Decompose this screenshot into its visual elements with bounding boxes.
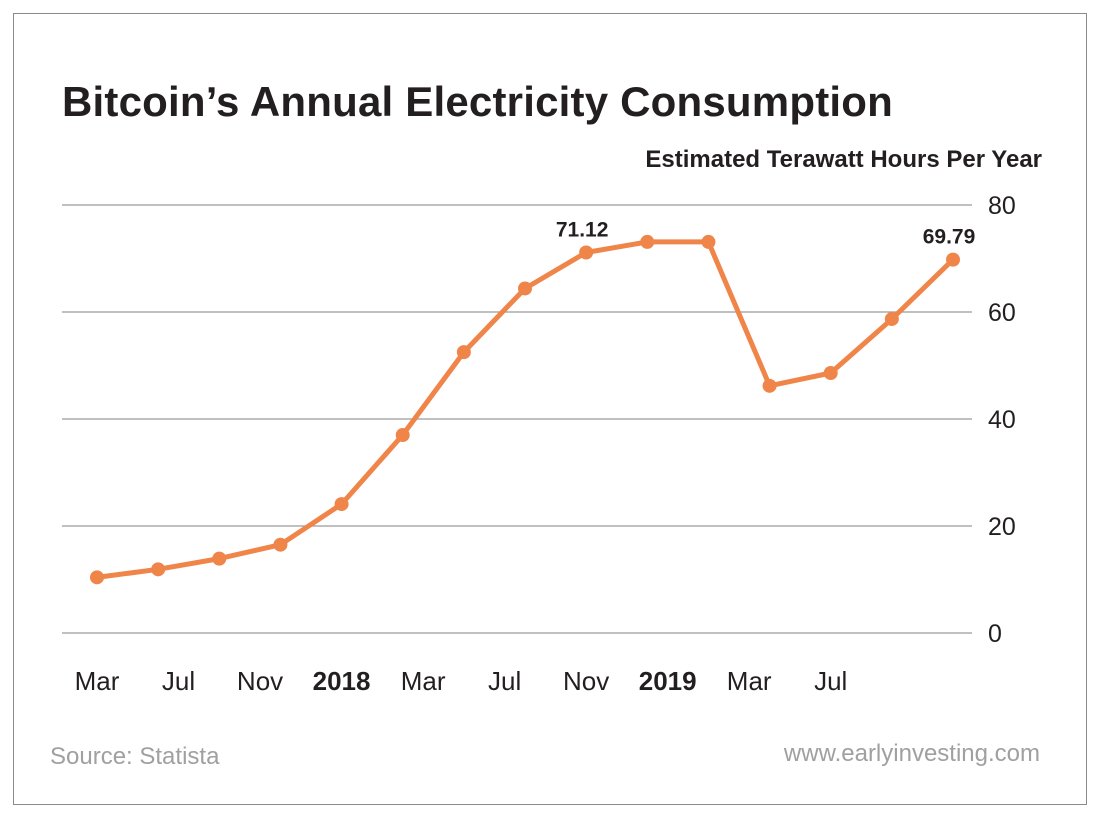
data-point bbox=[640, 234, 655, 249]
x-tick-label: Nov bbox=[563, 666, 609, 696]
data-point bbox=[762, 378, 777, 393]
data-point bbox=[334, 497, 349, 512]
data-point bbox=[518, 281, 532, 296]
data-point bbox=[579, 245, 594, 260]
data-point bbox=[456, 345, 471, 360]
y-tick-label: 80 bbox=[988, 192, 1016, 220]
x-tick-label: Jul bbox=[814, 666, 847, 696]
data-point bbox=[212, 551, 227, 566]
x-tick-label: 2018 bbox=[313, 666, 371, 696]
x-tick-label: Mar bbox=[727, 666, 772, 696]
x-tick-label: 2019 bbox=[639, 666, 697, 696]
y-tick-label: 0 bbox=[988, 620, 1002, 648]
data-label: 69.79 bbox=[923, 226, 976, 249]
x-tick-label: Jul bbox=[488, 666, 521, 696]
x-tick-label: Mar bbox=[401, 666, 446, 696]
x-tick-label: Jul bbox=[162, 666, 195, 696]
data-point bbox=[823, 365, 838, 380]
data-label: 71.12 bbox=[556, 219, 609, 242]
chart-title: Bitcoin’s Annual Electricity Consumption bbox=[62, 78, 893, 125]
y-tick-label: 20 bbox=[988, 513, 1016, 541]
y-tick-label: 60 bbox=[988, 299, 1016, 327]
data-point bbox=[151, 562, 166, 577]
website-credit: www.earlyinvesting.com bbox=[783, 740, 1040, 767]
data-point bbox=[946, 252, 960, 267]
x-tick-label: Mar bbox=[75, 666, 120, 696]
y-axis-unit-label: Estimated Terawatt Hours Per Year bbox=[645, 146, 1042, 173]
y-tick-label: 40 bbox=[988, 406, 1016, 434]
data-point bbox=[90, 570, 104, 585]
data-point bbox=[701, 234, 716, 249]
data-point bbox=[273, 537, 288, 552]
data-point bbox=[395, 428, 410, 443]
data-point bbox=[884, 311, 899, 326]
source-note: Source: Statista bbox=[50, 743, 220, 770]
chart-frame bbox=[13, 13, 1087, 805]
x-tick-label: Nov bbox=[237, 666, 283, 696]
